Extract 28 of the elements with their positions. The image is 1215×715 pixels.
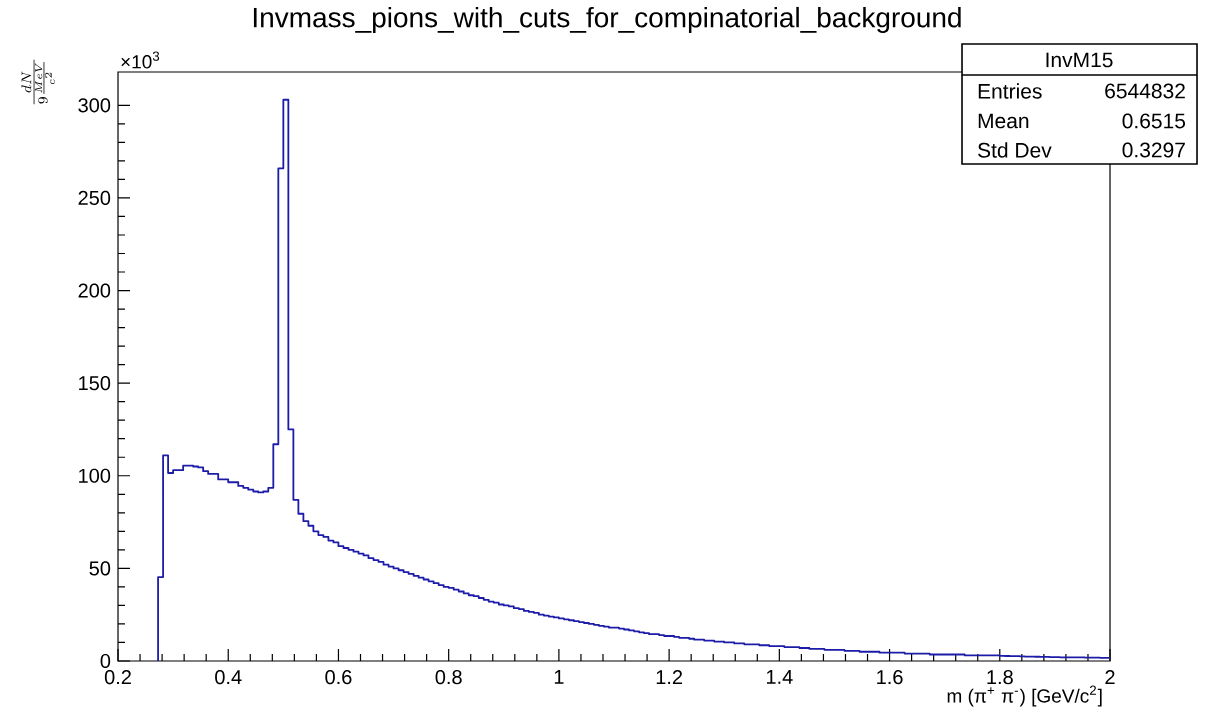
y-tick-label: 50 xyxy=(89,561,111,576)
text: 0.3297 xyxy=(1122,142,1185,158)
x-tick-label: 2 xyxy=(1105,670,1115,685)
annotation: Entries xyxy=(978,83,1042,99)
x-tick-label: 1.4 xyxy=(766,670,793,684)
x-tick-label: 1 xyxy=(554,670,564,684)
y-tick-label: 250 xyxy=(78,190,111,206)
annotation: Std Dev xyxy=(978,142,1052,158)
text: InvM15 xyxy=(1046,52,1113,68)
x-tick-label: 0.8 xyxy=(435,670,462,685)
x-tick-label: 0.6 xyxy=(325,670,352,685)
annotation: 6544832 xyxy=(1105,83,1185,99)
chart-title: Invmass_pions_with_cuts_for_compinatorial_background xyxy=(253,6,961,34)
x-tick-label: 0.4 xyxy=(215,670,242,685)
y-tick-label: 150 xyxy=(79,376,111,391)
y-tick-label: 0 xyxy=(100,653,111,669)
x-axis-title: m (π$^{+}$ π$^{-}$) [GeV/c$^{2}$] xyxy=(947,685,1102,707)
annotation: Mean xyxy=(978,113,1029,129)
y-tick-label: 100 xyxy=(79,468,111,483)
text: 0.6515 xyxy=(1122,113,1186,129)
y-axis-title: $\frac{dN}{9\frac{MeV}{c^{2}}}$ xyxy=(21,59,55,105)
x-tick-label: 1.2 xyxy=(656,670,683,685)
x-tick-label: 1.8 xyxy=(987,670,1013,685)
x-tick-label: 0.2 xyxy=(104,670,131,685)
y-tick-label: 200 xyxy=(78,283,111,298)
x-tick-label: 1.6 xyxy=(877,670,903,685)
y-tick-label: 300 xyxy=(78,98,111,113)
text: ×10$^{3}$ xyxy=(121,51,160,69)
